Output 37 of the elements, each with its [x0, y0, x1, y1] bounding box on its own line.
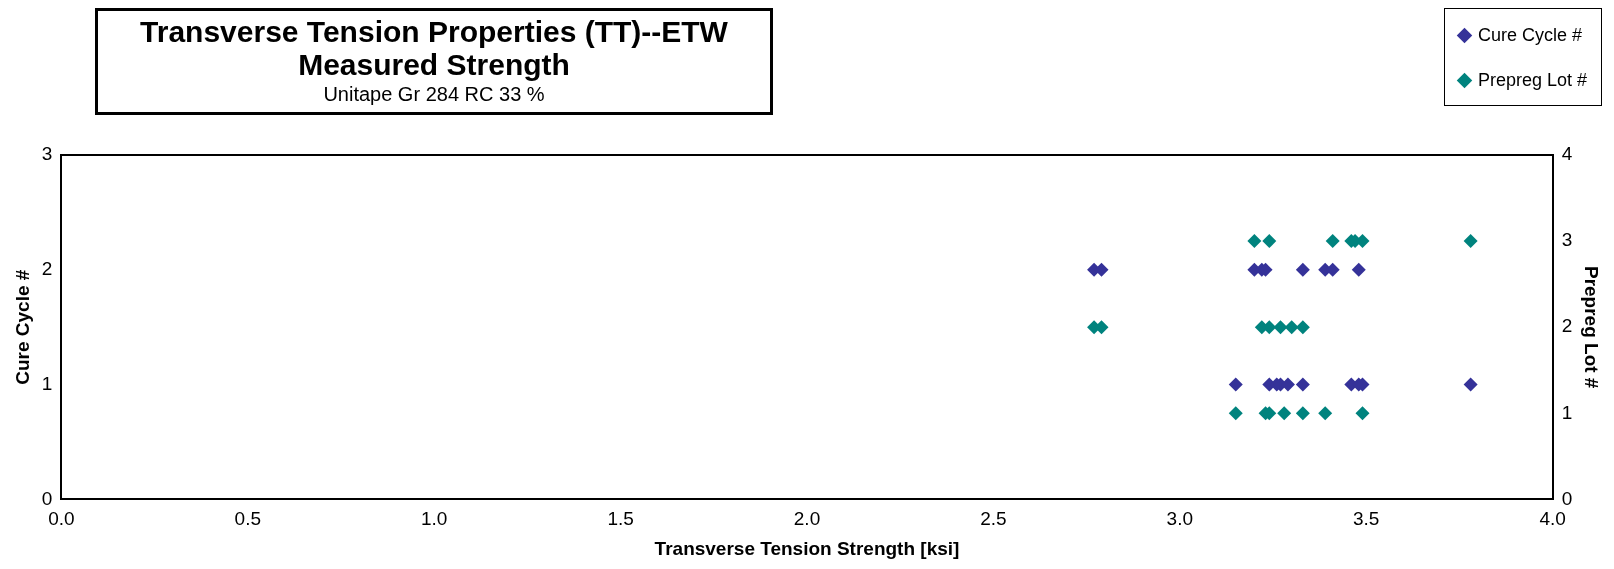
point	[1228, 406, 1243, 421]
y-axis-title: Cure Cycle #	[11, 269, 33, 385]
y-tick-label: 2	[41, 258, 53, 280]
x-tick-label: 0.0	[48, 508, 75, 530]
point	[1284, 320, 1299, 335]
chart-title: Transverse Tension Properties (TT)--ETW Measured Strength	[139, 15, 729, 81]
legend-label: Cure Cycle #	[1477, 25, 1582, 46]
y2-tick-label: 4	[1561, 143, 1573, 165]
x-tick-label: 4.0	[1539, 508, 1566, 530]
x-tick-label: 3.5	[1353, 508, 1380, 530]
y2-tick-label: 2	[1561, 315, 1573, 337]
y2-axis-title: Prepreg Lot #	[1581, 265, 1603, 389]
y-tick-label: 1	[41, 372, 53, 394]
point	[1277, 406, 1292, 421]
y-tick-label: 0	[41, 487, 53, 509]
y2-tick-label: 0	[1561, 487, 1573, 509]
y-tick-label: 3	[41, 143, 53, 165]
point	[1295, 320, 1310, 335]
point	[1318, 406, 1333, 421]
point	[1295, 406, 1310, 421]
chart-subtitle: Unitape Gr 284 RC 33 %	[322, 83, 546, 106]
x-tick-label: 0.5	[234, 508, 261, 530]
x-tick-label: 2.5	[980, 508, 1007, 530]
point	[1463, 234, 1478, 249]
point	[1273, 320, 1288, 335]
x-tick-label: 2.0	[793, 508, 821, 530]
y2-tick-label: 3	[1561, 229, 1573, 251]
x-tick-label: 1.5	[607, 508, 634, 530]
point	[1325, 234, 1340, 249]
point	[1355, 406, 1370, 421]
y2-tick-label: 1	[1561, 401, 1573, 423]
point	[1262, 234, 1277, 249]
x-tick-label: 3.0	[1166, 508, 1194, 530]
x-axis-title: Transverse Tension Strength [ksi]	[654, 537, 960, 559]
legend-label: Prepreg Lot #	[1477, 70, 1587, 91]
x-tick-label: 1.0	[420, 508, 448, 530]
point	[1247, 234, 1262, 249]
